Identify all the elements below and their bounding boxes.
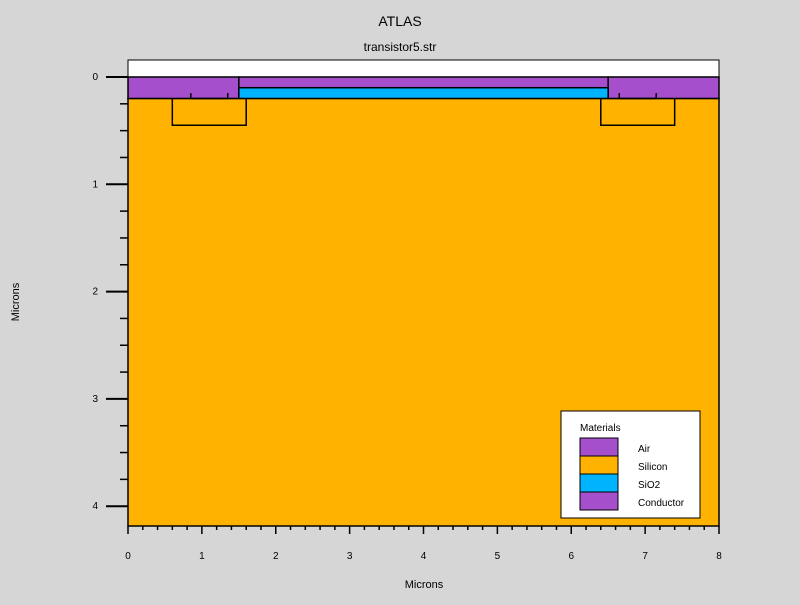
legend-label: Silicon [638,462,667,473]
region-source-contact [127,76,240,100]
legend-label: SiO2 [638,480,661,491]
axes: 0 1 2 3 4 5 6 7 8 0 1 2 3 4 [92,72,722,562]
legend-swatch [579,455,619,475]
y-tick-label: 1 [92,179,98,190]
x-tick-label: 3 [347,551,353,562]
y-axis-label: Microns [10,282,22,321]
y-tick-label: 3 [92,394,98,405]
x-axis-label: Microns [405,579,444,591]
x-tick-label: 8 [716,551,722,562]
legend: Materials Air Silicon SiO2 Conductor [560,410,701,519]
region-gate-oxide [238,86,609,100]
legend-swatch [579,437,619,457]
x-tick-label: 1 [199,551,205,562]
y-tick-label: 4 [92,501,98,512]
y-tick-label: 0 [92,72,98,83]
x-tick-label: 7 [642,551,648,562]
legend-title: Materials [580,423,621,434]
outline-drain-plug [618,93,657,100]
x-tick-label: 4 [421,551,427,562]
legend-swatch [579,473,619,493]
chart-subtitle: transistor5.str [364,40,437,54]
x-tick-label: 6 [568,551,574,562]
x-tick-label: 2 [273,551,279,562]
region-drain-contact [607,76,720,100]
region-air [128,60,719,77]
x-tick-label: 5 [495,551,501,562]
outline-source-plug [190,93,229,100]
outline-drain-junction [600,98,676,127]
y-tick-label: 2 [92,287,98,298]
legend-swatch [579,491,619,511]
x-tick-label: 0 [125,551,131,562]
outline-source-junction [171,98,247,127]
legend-label: Conductor [638,498,685,509]
legend-label: Air [638,444,651,455]
material-regions [127,60,720,527]
chart-title: ATLAS [378,13,421,29]
region-gate-contact [238,76,609,89]
